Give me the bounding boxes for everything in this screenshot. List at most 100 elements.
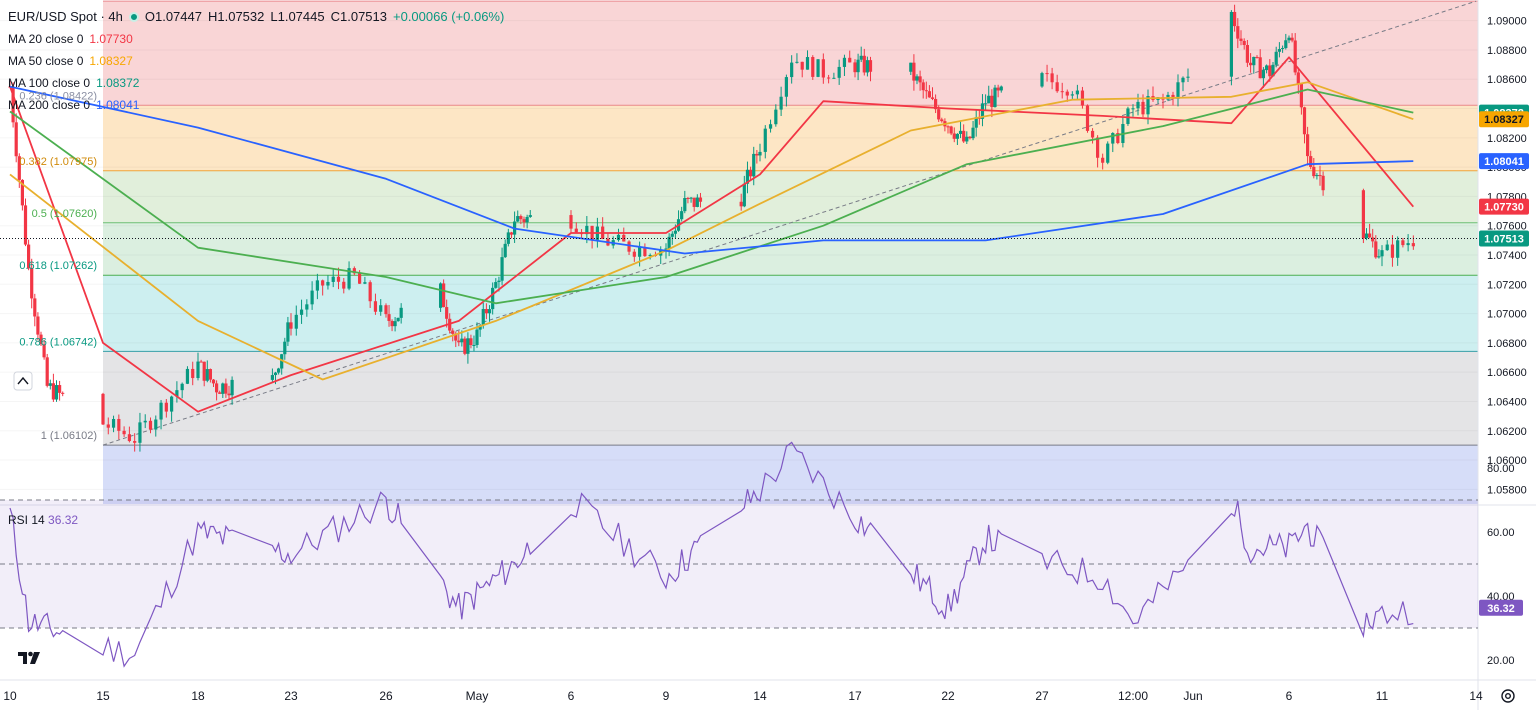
scroll-up-box[interactable] [13,371,33,391]
candle-body [224,383,228,394]
candle-body [664,248,668,250]
candle-body [632,251,636,257]
candle-body [915,76,919,81]
candle-body [1233,11,1237,27]
candle-body [202,361,206,381]
tradingview-logo-icon[interactable] [16,648,42,668]
price-tick-label: 1.07600 [1487,221,1527,233]
price-tick-label: 1.09000 [1487,16,1527,28]
candle-body [305,304,309,310]
candle-body [1146,96,1150,115]
rsi-badge [1479,599,1523,616]
candle-body [805,57,810,70]
candle-body [763,128,767,152]
candle-body [795,61,799,63]
candle-body [1106,143,1110,163]
candle-body [1181,77,1185,83]
candle-body [1065,91,1069,96]
price-badge [1479,230,1529,247]
candle-body [1255,56,1259,58]
time-tick-label: 12:00 [1118,689,1148,703]
price-axis[interactable]: 1.05800 1.06000 1.06200 1.06400 1.06600 1.068… [1487,16,1527,497]
candle-body [294,314,298,329]
chart-settings-icon[interactable] [1500,688,1516,704]
candle-body [45,357,49,386]
candle-body [1296,72,1300,84]
price-tick-label: 1.06800 [1487,338,1527,350]
candle-body [921,82,925,91]
price-tick-label: 1.08800 [1487,45,1527,57]
candle-body [17,156,21,180]
candle-body [270,375,274,380]
candle-body [918,76,922,83]
candle-body [768,124,773,129]
time-axis[interactable]: 10 15 18 23 26 May 6 9 14 17 22 27 12:00 Jun 6 11 14 [3,689,1483,703]
candle-body [138,422,142,443]
candle-body [865,60,869,73]
candle-body [999,86,1003,91]
candle-body [758,151,762,156]
candle-body [487,309,492,314]
candle-body [1315,175,1319,177]
candle-body [1252,56,1256,66]
indicator-ma200[interactable]: MA 200 close 0 1.08041 [8,94,504,116]
candle-body [215,383,219,393]
chevron-up-icon[interactable] [17,376,29,385]
candle-body [968,136,972,139]
price-badge-label: 1.08327 [1484,114,1524,126]
candle-body [1126,108,1130,124]
candle-body [500,257,504,281]
candle-body [164,402,168,412]
candle-body [616,234,621,241]
time-tick-label: 6 [568,689,575,703]
candle-body [1258,57,1262,79]
indicator-label: MA 50 close 0 [8,54,84,68]
candle-body [1299,83,1303,108]
candle-body [1239,38,1243,41]
symbol-title[interactable]: EUR/USD Spot · 4h [8,9,123,24]
candle-body [1101,157,1105,163]
candle-body [387,314,391,321]
candle-body [111,418,116,428]
candle-body [469,338,473,346]
candle-body [205,369,209,381]
indicator-value: 1.08372 [96,76,140,90]
candle-body [481,309,485,326]
time-tick-label: 18 [191,689,205,703]
candle-body [1321,175,1325,191]
time-tick-label: 27 [1035,689,1049,703]
candle-body [1318,175,1322,177]
candle-body [286,322,290,342]
rsi-legend[interactable]: RSI 14 36.32 [8,513,78,527]
candle-body [227,393,231,396]
candle-body [667,236,671,249]
indicator-ma20[interactable]: MA 20 close 0 1.07730 [8,28,504,50]
candle-body [670,233,674,237]
ma-line-100 [9,88,1414,305]
scroll-up-button[interactable] [13,371,33,391]
candle-body [310,290,314,305]
fib-label: 0.382 (1.07975) [19,156,97,168]
candle-body [585,225,589,235]
open-value: O1.07447 [144,9,202,24]
candle-body [379,305,383,312]
candle-body [106,424,110,428]
candle-body [946,126,950,128]
candle-body [384,305,388,315]
change-value: +0.00066 (+0.06%) [393,9,505,24]
candle-body [230,379,234,396]
indicator-ma100[interactable]: MA 100 close 0 1.08372 [8,72,504,94]
candle-body [698,197,703,202]
candle-body [133,441,137,443]
candle-body [1171,94,1175,99]
candle-body [832,77,836,79]
candle-body [122,430,126,435]
indicator-ma50[interactable]: MA 50 close 0 1.08327 [8,50,504,72]
candle-body [445,307,449,319]
candle-body [990,95,994,108]
time-tick-label: 26 [379,689,393,703]
market-status-icon [128,12,139,22]
fib-band-0.5 [103,222,1478,276]
price-tick-label: 1.05800 [1487,484,1527,496]
